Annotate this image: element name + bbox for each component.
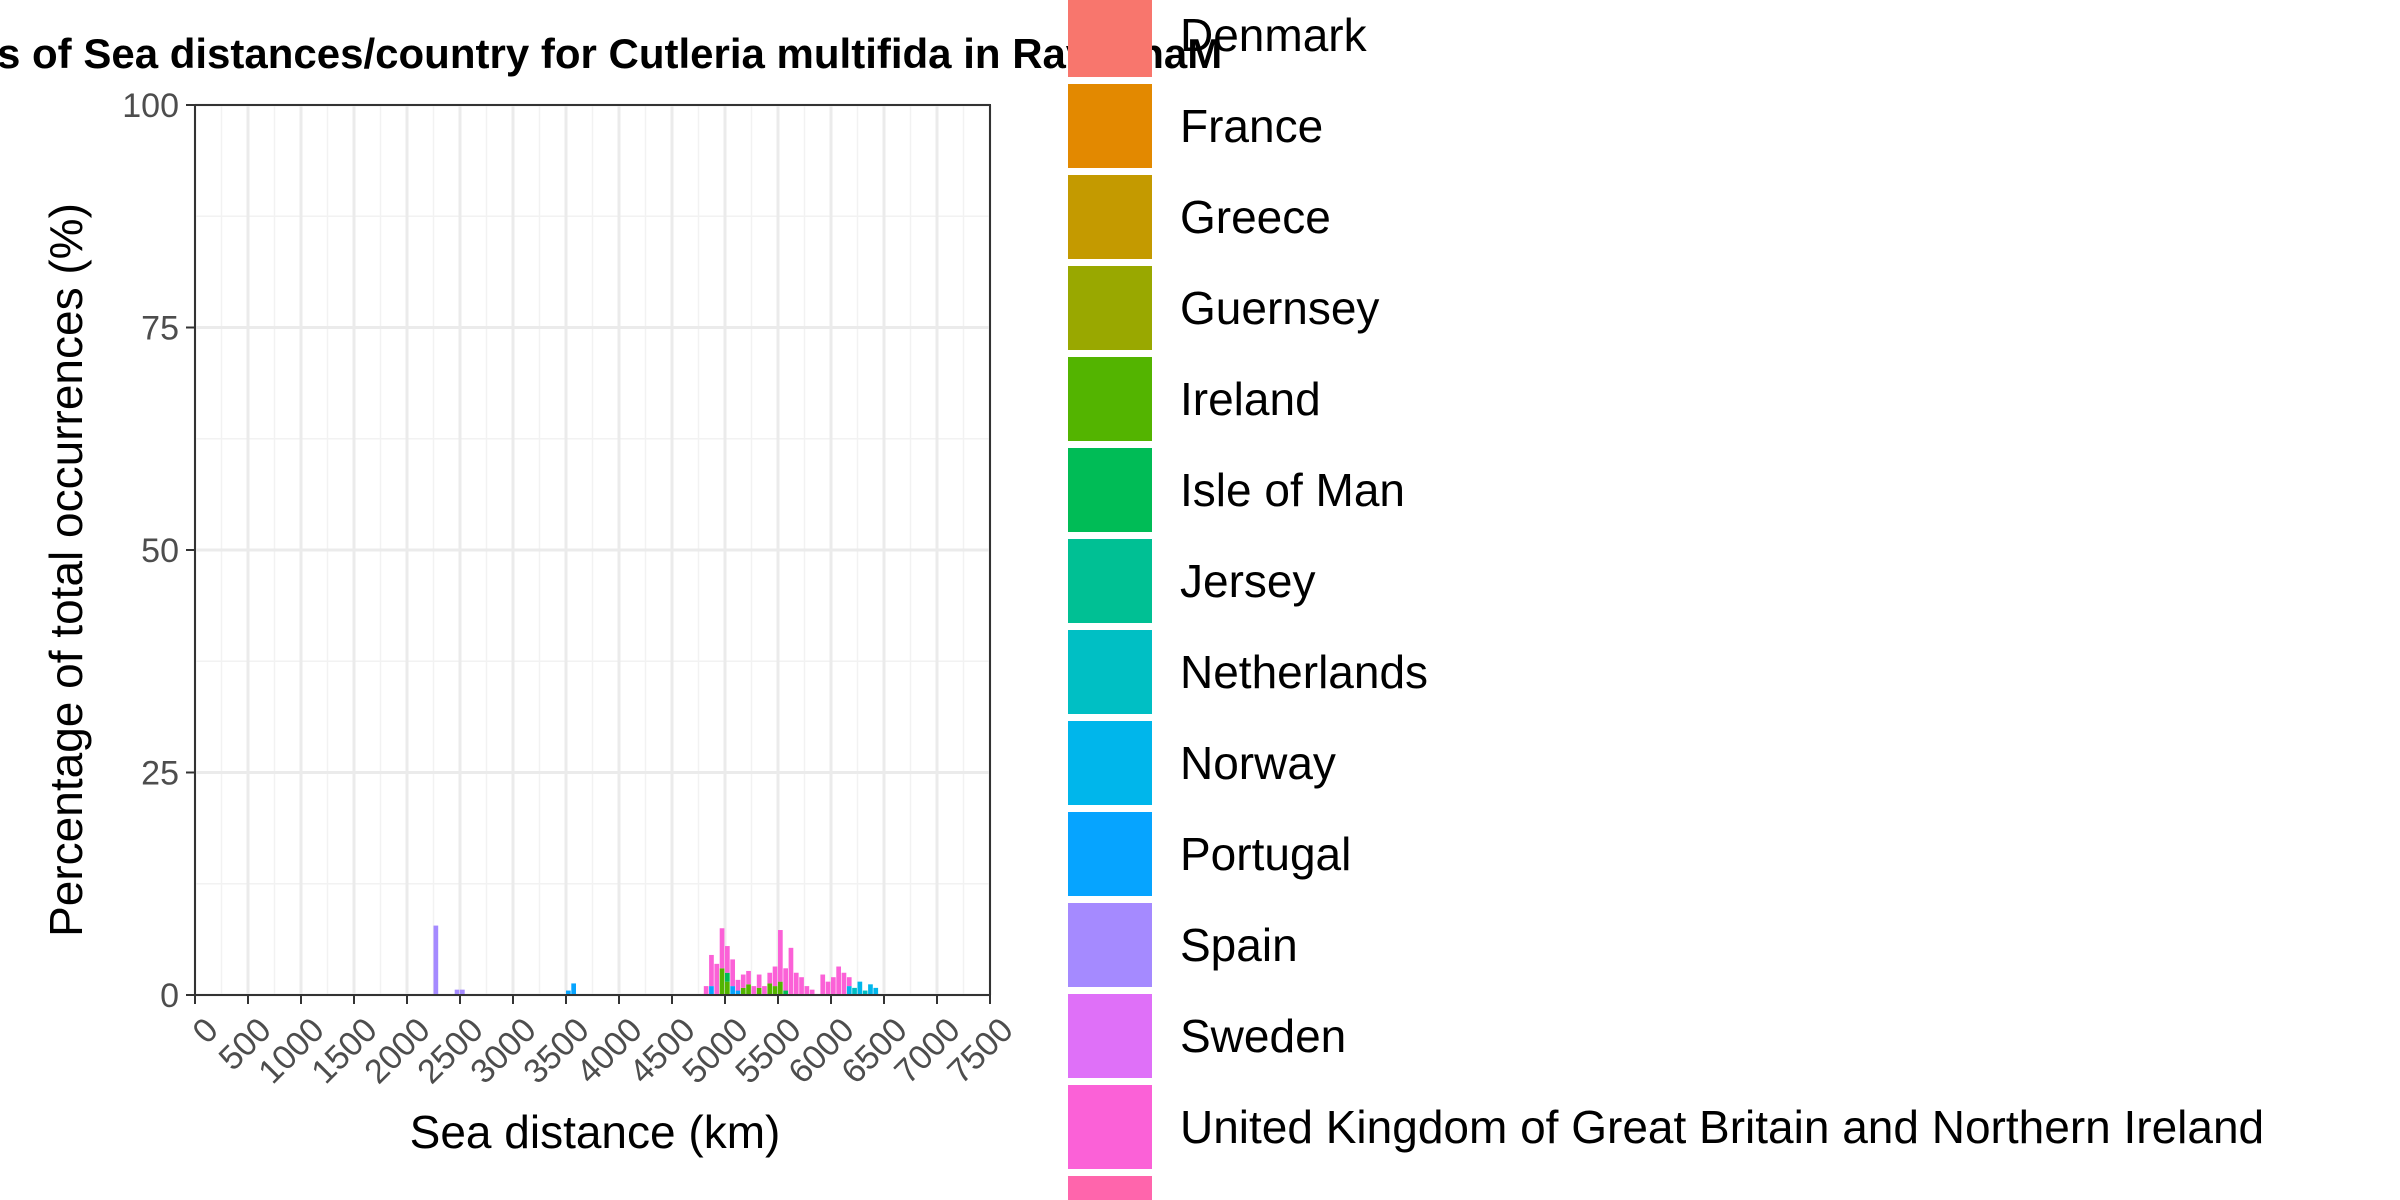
bar	[735, 990, 741, 995]
legend-key	[1068, 721, 1152, 805]
legend-key	[1068, 1085, 1152, 1169]
bar	[725, 972, 730, 982]
legend-label: Jersey	[1180, 555, 1315, 607]
bar	[571, 983, 576, 995]
bar	[767, 972, 773, 984]
bar	[740, 987, 746, 995]
legend-key	[1068, 357, 1152, 441]
bar	[852, 987, 857, 995]
bar	[725, 981, 730, 995]
legend-label: Sweden	[1180, 1010, 1346, 1062]
bar	[778, 981, 783, 995]
legend-label: Spain	[1180, 919, 1298, 971]
bar	[730, 986, 735, 995]
x-axis-label: Sea distance (km)	[410, 1106, 781, 1158]
bar	[566, 990, 571, 995]
bar	[756, 987, 762, 995]
bar	[841, 972, 847, 995]
bar	[772, 986, 778, 995]
bar	[746, 984, 751, 995]
legend-label: Portugal	[1180, 828, 1351, 880]
bar	[778, 930, 783, 982]
bar	[709, 986, 714, 995]
bar	[799, 977, 804, 995]
bar	[735, 979, 741, 991]
y-tick-label: 100	[122, 87, 179, 125]
legend-label: United Kingdom of Great Britain and Nort…	[1180, 1101, 2264, 1153]
bar	[857, 981, 863, 995]
legend-key	[1068, 903, 1152, 987]
legend-key	[1068, 448, 1152, 532]
y-tick-label: 50	[141, 532, 179, 570]
legend-label: Greece	[1180, 191, 1331, 243]
bar	[725, 946, 730, 973]
bar	[719, 928, 725, 969]
bar	[709, 954, 714, 987]
legend-key	[1068, 812, 1152, 896]
bar	[454, 989, 460, 995]
bar	[804, 986, 810, 995]
legend-key	[1068, 0, 1152, 77]
bar	[772, 966, 778, 987]
legend-key	[1068, 994, 1152, 1078]
y-tick-label: 0	[160, 977, 179, 1015]
y-tick-label: 75	[141, 310, 179, 348]
legend-key	[1068, 1176, 1152, 1200]
y-tick-label: 25	[141, 755, 179, 793]
legend-key	[1068, 539, 1152, 623]
bar	[831, 977, 836, 995]
bar	[719, 968, 725, 995]
bar	[740, 974, 746, 988]
legend-label: Ireland	[1180, 373, 1321, 425]
legend: Denmark France Greece Guernsey Ireland Isle o…	[1068, 0, 2264, 1200]
y-axis-ticks: 0 25 50 75 100	[122, 87, 195, 1015]
bar	[730, 959, 735, 987]
bar	[714, 963, 720, 995]
legend-label: Netherlands	[1180, 646, 1428, 698]
legend-key	[1068, 630, 1152, 714]
legend-label: Norway	[1180, 737, 1336, 789]
legend-key	[1068, 84, 1152, 168]
bar	[783, 968, 788, 991]
bar	[825, 981, 831, 995]
bar	[836, 966, 841, 995]
bar	[846, 986, 852, 995]
bar	[751, 986, 757, 995]
bar	[868, 984, 873, 995]
bar	[873, 987, 879, 995]
legend-key	[1068, 175, 1152, 259]
legend-key	[1068, 266, 1152, 350]
bar	[433, 925, 439, 995]
bars-layer	[433, 925, 879, 995]
bar	[703, 986, 709, 995]
bar	[746, 970, 751, 985]
bar	[756, 974, 762, 988]
bar	[788, 947, 794, 995]
bar	[846, 977, 852, 987]
chart-title: s of Sea distances/country for Cutleria …	[0, 30, 1222, 77]
bar	[460, 989, 465, 995]
bar	[820, 974, 826, 995]
legend-label: France	[1180, 100, 1323, 152]
bar	[793, 972, 799, 995]
legend-label: Isle of Man	[1180, 464, 1405, 516]
bar	[767, 983, 773, 995]
bar	[809, 989, 815, 995]
bar	[762, 986, 767, 995]
x-axis-ticks: 0500100015002000250030003500400045005000…	[185, 995, 1021, 1091]
y-axis-label: Percentage of total occurrences (%)	[40, 203, 92, 937]
legend-label: Guernsey	[1180, 282, 1379, 334]
legend-label: Denmark	[1180, 9, 1368, 61]
bar	[783, 990, 788, 995]
bar	[862, 990, 868, 995]
